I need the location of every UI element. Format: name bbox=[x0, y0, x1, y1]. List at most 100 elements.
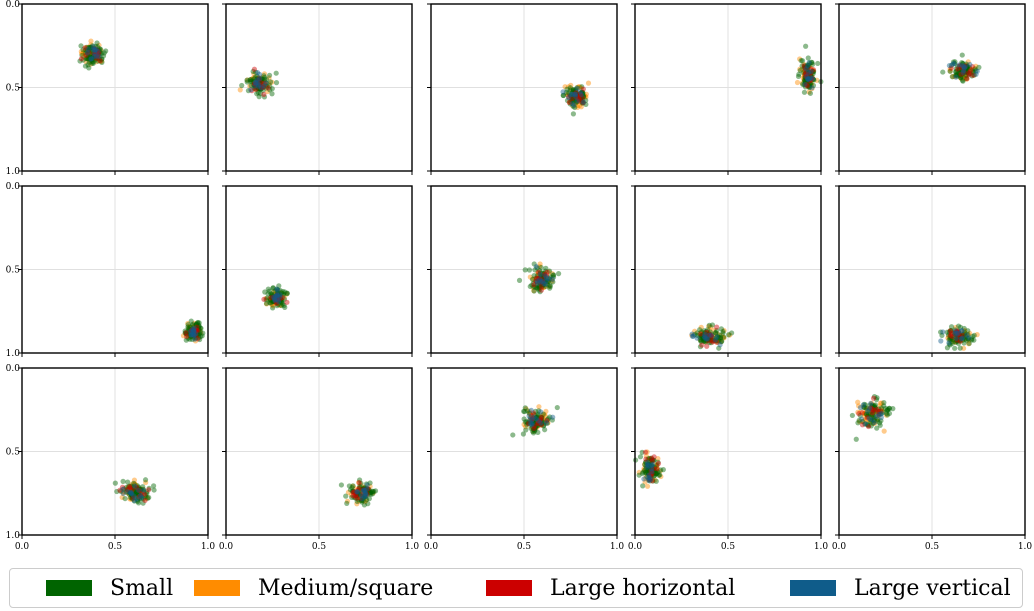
data-point bbox=[255, 80, 262, 87]
data-point bbox=[85, 62, 91, 68]
data-point bbox=[957, 333, 963, 339]
data-point bbox=[645, 475, 651, 481]
x-tick-label: 1.0 bbox=[201, 542, 216, 552]
data-point bbox=[274, 292, 280, 298]
data-point bbox=[582, 93, 588, 100]
data-point bbox=[361, 493, 368, 500]
data-point bbox=[531, 428, 538, 434]
data-point bbox=[533, 423, 539, 430]
data-point bbox=[967, 61, 973, 68]
data-point bbox=[538, 409, 544, 415]
data-point bbox=[190, 330, 196, 336]
data-point bbox=[261, 94, 268, 100]
data-point bbox=[99, 56, 105, 62]
data-point bbox=[963, 64, 969, 71]
data-point bbox=[549, 276, 555, 282]
data-point bbox=[263, 297, 269, 303]
data-point bbox=[802, 74, 808, 80]
data-point bbox=[969, 337, 975, 343]
data-point bbox=[639, 449, 645, 455]
data-point bbox=[88, 42, 94, 48]
data-point bbox=[576, 93, 582, 99]
data-point bbox=[275, 296, 281, 302]
data-point bbox=[258, 85, 264, 91]
data-point bbox=[368, 491, 374, 498]
data-point bbox=[876, 412, 882, 419]
data-point bbox=[190, 321, 196, 327]
data-point bbox=[93, 46, 99, 52]
data-point bbox=[360, 495, 366, 501]
data-point bbox=[715, 337, 721, 344]
data-point bbox=[569, 95, 575, 102]
data-point bbox=[881, 399, 887, 406]
data-point bbox=[255, 86, 262, 92]
data-point bbox=[869, 414, 875, 421]
data-point bbox=[132, 494, 138, 501]
data-point bbox=[974, 332, 980, 338]
data-point bbox=[255, 89, 261, 96]
data-point bbox=[960, 69, 967, 75]
data-point bbox=[531, 288, 537, 294]
data-point bbox=[196, 323, 202, 329]
data-point bbox=[541, 411, 548, 418]
data-point bbox=[562, 84, 568, 90]
data-point bbox=[568, 91, 574, 97]
data-point bbox=[541, 279, 548, 285]
data-point bbox=[90, 53, 96, 59]
data-point bbox=[85, 48, 91, 54]
data-point bbox=[949, 340, 955, 346]
data-point bbox=[130, 484, 137, 490]
data-point bbox=[644, 471, 650, 477]
data-point bbox=[137, 492, 144, 499]
data-point bbox=[258, 76, 265, 82]
data-point bbox=[539, 270, 545, 276]
data-point bbox=[275, 297, 281, 303]
data-point bbox=[189, 327, 195, 333]
data-point bbox=[580, 99, 587, 105]
data-point bbox=[131, 477, 138, 483]
data-point bbox=[959, 67, 965, 73]
data-point bbox=[960, 78, 966, 84]
data-point bbox=[274, 294, 280, 300]
data-point bbox=[134, 483, 140, 489]
data-point bbox=[194, 326, 200, 332]
data-point bbox=[535, 276, 542, 282]
data-point bbox=[545, 279, 551, 285]
data-point bbox=[129, 493, 136, 499]
data-point bbox=[572, 87, 579, 93]
data-point bbox=[645, 469, 651, 476]
data-point bbox=[360, 491, 366, 497]
data-point bbox=[651, 468, 658, 474]
data-point bbox=[964, 64, 970, 70]
data-point bbox=[645, 476, 651, 482]
data-point bbox=[278, 290, 284, 296]
data-point bbox=[874, 395, 880, 401]
data-point bbox=[541, 270, 547, 276]
data-point bbox=[869, 415, 876, 421]
panel-7 bbox=[222, 185, 413, 357]
data-point bbox=[964, 64, 970, 70]
data-point bbox=[804, 62, 811, 68]
data-point bbox=[273, 293, 279, 299]
data-point bbox=[80, 54, 87, 60]
data-point bbox=[193, 329, 200, 335]
data-point bbox=[90, 60, 96, 66]
data-point bbox=[800, 75, 806, 81]
data-point bbox=[550, 279, 556, 285]
data-point bbox=[361, 487, 367, 493]
data-point bbox=[966, 340, 972, 347]
data-point bbox=[527, 418, 533, 424]
data-point bbox=[272, 294, 278, 300]
data-point bbox=[546, 276, 553, 282]
data-point bbox=[522, 419, 528, 425]
data-point bbox=[91, 50, 97, 56]
data-point bbox=[533, 416, 539, 422]
data-point bbox=[190, 333, 197, 339]
data-point bbox=[191, 332, 197, 338]
data-point bbox=[946, 334, 952, 340]
data-point bbox=[956, 332, 962, 338]
data-point bbox=[871, 403, 877, 409]
data-point bbox=[531, 425, 537, 431]
data-point bbox=[151, 487, 157, 493]
data-point bbox=[862, 410, 868, 416]
